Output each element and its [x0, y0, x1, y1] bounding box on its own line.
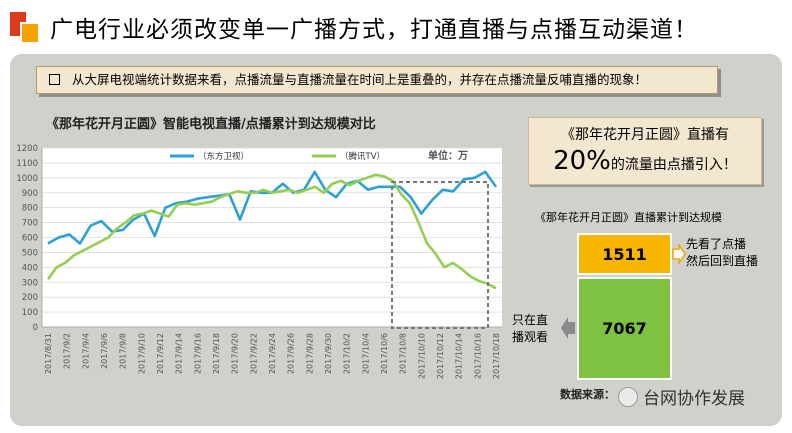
x-tick-label: 2017/9/2: [63, 333, 72, 369]
y-tick-label: 300: [22, 278, 38, 288]
y-tick-label: 200: [22, 293, 38, 303]
bar-bottom-value: 7067: [602, 319, 647, 338]
x-tick-label: 2017/9/10: [137, 333, 146, 374]
arrow-left-icon: [561, 317, 575, 339]
y-tick-label: 0: [33, 323, 38, 333]
bar-vod-then-live: 1511: [577, 233, 672, 275]
series-line-2: [46, 173, 497, 290]
x-tick-label: 2017/10/10: [417, 333, 426, 379]
x-tick-label: 2017/10/8: [399, 333, 408, 374]
y-tick-label: 400: [22, 263, 38, 273]
y-tick-label: 1100: [16, 159, 38, 169]
x-tick-label: 2017/10/12: [436, 333, 445, 379]
x-tick-label: 2017/9/16: [193, 333, 202, 374]
chart-title: 《那年花开月正圆》智能电视直播/点播累计到达规模对比: [46, 117, 376, 132]
x-tick-label: 2017/9/18: [212, 333, 221, 374]
live-label-line2: 播观看: [512, 330, 549, 344]
x-tick-label: 2017/9/14: [175, 333, 184, 374]
vod-label-line2: 然后回到直播: [686, 254, 759, 268]
y-tick-label: 600: [22, 234, 38, 244]
unit-label: 单位：万: [428, 149, 468, 162]
x-tick-label: 2017/8/31: [44, 333, 53, 374]
data-source: 数据来源：: [560, 388, 615, 401]
callout-line1: 《那年花开月正圆》直播有: [561, 127, 729, 143]
note-text: 从大屏电视端统计数据来看，点播流量与直播流量在时间上是重叠的，并存在点播流量反哺…: [72, 72, 648, 87]
y-tick-label: 1000: [16, 174, 38, 184]
x-tick-label: 2017/10/6: [380, 333, 389, 374]
y-tick-label: 1200: [16, 144, 38, 154]
callout-line2: 的流量由点播引入！: [610, 157, 737, 173]
vod-label-line1: 先看了点播: [686, 237, 747, 251]
x-tick-label: 2017/9/4: [81, 333, 90, 369]
brand-logo-icon: [10, 12, 40, 44]
x-tick-label: 2017/9/26: [287, 333, 296, 374]
x-tick-label: 2017/9/28: [305, 333, 314, 374]
x-tick-label: 2017/9/6: [100, 333, 109, 369]
legend-label-1: （东方卫视）: [198, 151, 249, 162]
x-tick-label: 2017/10/18: [492, 333, 501, 379]
callout-box: 《那年花开月正圆》直播有 20%的流量由点播引入！: [528, 117, 762, 185]
x-tick-label: 2017/10/14: [455, 333, 464, 379]
legend-label-2: （腾讯TV）: [340, 151, 385, 162]
x-tick-label: 2017/9/24: [268, 333, 277, 374]
highlight-dashed-box: [391, 181, 489, 329]
x-tick-label: 2017/9/8: [119, 333, 128, 369]
note-banner: 从大屏电视端统计数据来看，点播流量与直播流量在时间上是重叠的，并存在点播流量反哺…: [36, 66, 718, 94]
x-tick-label: 2017/10/2: [343, 333, 352, 374]
bar-live-only: 7067: [577, 277, 672, 380]
square-bullet-icon: [49, 74, 60, 85]
vod-label: 先看了点播然后回到直播: [686, 236, 758, 270]
x-tick-label: 2017/9/12: [156, 333, 165, 374]
y-tick-label: 700: [22, 219, 38, 229]
arrow-right-icon: [672, 244, 686, 264]
wechat-icon: [618, 386, 638, 407]
bar-chart-title: 《那年花开月正圆》直播累计到达规模: [535, 211, 722, 224]
bar-top-value: 1511: [602, 244, 647, 264]
page-title: 广电行业必须改变单一广播方式，打通直播与点播互动渠道！: [50, 17, 698, 43]
live-only-label: 只在直 播观看: [512, 312, 548, 346]
y-tick-label: 500: [22, 248, 38, 258]
live-label-line1: 只在直: [512, 313, 549, 327]
y-tick-label: 800: [22, 204, 38, 214]
y-tick-label: 100: [22, 308, 38, 318]
watermark: 台网协作发展: [618, 384, 745, 409]
x-tick-label: 2017/10/4: [361, 333, 370, 374]
x-tick-label: 2017/9/20: [231, 333, 240, 374]
watermark-text: 台网协作发展: [643, 389, 745, 409]
line-chart: 0 100 200 300 400 500 600 700 800 900 1000 1100 1200…: [16, 144, 502, 379]
x-tick-label: 2017/10/16: [473, 333, 482, 379]
callout-percentage: 20%: [553, 146, 611, 176]
y-tick-label: 900: [22, 189, 38, 199]
x-tick-label: 2017/9/30: [324, 333, 333, 374]
x-tick-label: 2017/9/22: [249, 333, 258, 374]
